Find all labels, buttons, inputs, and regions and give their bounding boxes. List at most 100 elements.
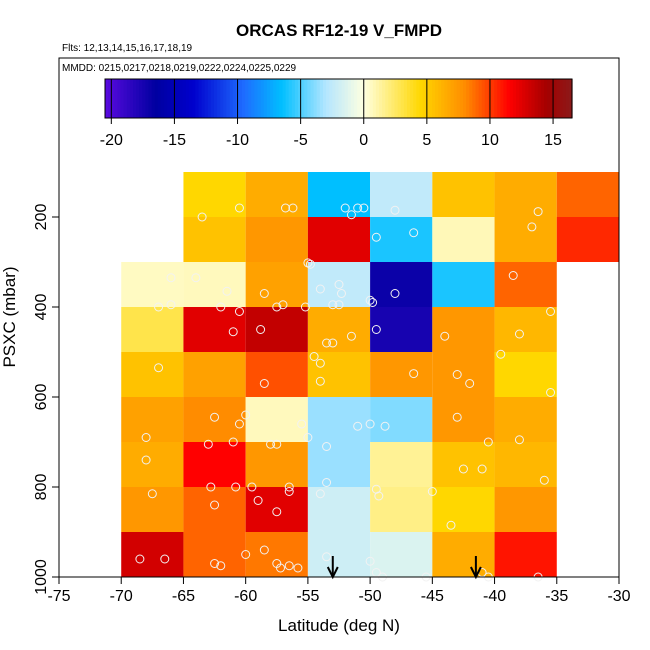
colorbar-segment	[553, 79, 558, 118]
colorbar-segment	[484, 79, 489, 118]
colorbar-segment	[463, 79, 467, 118]
colorbar-segment	[522, 79, 526, 118]
heatmap-cell	[494, 397, 557, 442]
observation-point	[234, 419, 244, 429]
colorbar-segment	[204, 79, 209, 118]
x-tick-label: -75	[47, 588, 70, 605]
colorbar-segment	[456, 79, 461, 118]
x-tick-label: -45	[421, 588, 444, 605]
observation-point	[427, 487, 437, 496]
heatmap-cell	[432, 397, 495, 442]
observation-point	[371, 484, 381, 494]
colorbar-tick-label: 5	[422, 132, 431, 149]
chart-title: ORCAS RF12-19 V_FMPD	[236, 21, 442, 40]
observation-point	[514, 329, 524, 339]
observation-point	[496, 349, 506, 359]
heatmap-cell	[245, 397, 308, 442]
colorbar-segment	[105, 79, 109, 118]
colorbar-segment	[167, 79, 171, 118]
heatmap-cell	[370, 307, 433, 352]
y-tick-label: 1000	[33, 559, 50, 595]
heatmap-cell	[245, 352, 308, 397]
observation-point	[452, 370, 462, 379]
observation-point	[247, 482, 257, 492]
heatmap-cell	[121, 487, 184, 532]
observation-point	[334, 300, 344, 310]
colorbar-segment	[394, 79, 399, 118]
colorbar-segment	[494, 79, 498, 118]
heatmap-cell	[307, 262, 371, 307]
colorbar-segment	[304, 79, 308, 118]
observation-point	[353, 203, 363, 213]
observation-point	[546, 388, 556, 397]
x-tick-label: -30	[607, 588, 630, 605]
colorbar-segment	[565, 79, 570, 118]
colorbar-segment	[453, 79, 458, 118]
colorbar-segment	[363, 79, 368, 118]
heatmap-cell	[494, 532, 557, 577]
colorbar-segment	[282, 79, 287, 118]
colorbar-segment	[322, 79, 327, 118]
colorbar-segment	[447, 79, 452, 118]
colorbar-segment	[338, 79, 343, 118]
observation-point	[409, 228, 419, 238]
observation-point	[256, 325, 266, 334]
colorbar: -20 -15 -10 -5 0 5 10 15	[100, 78, 573, 149]
observation-point	[315, 489, 325, 499]
heatmap-cell	[183, 442, 246, 487]
colorbar-tick-label: 15	[544, 132, 562, 149]
observation-point	[206, 482, 216, 492]
heatmap-cell	[370, 352, 433, 397]
colorbar-segment	[291, 79, 296, 118]
observation-point	[276, 563, 286, 573]
colorbar-segment	[142, 79, 147, 118]
colorbar-segment	[133, 79, 137, 118]
observation-point	[300, 302, 310, 312]
heatmap-cell	[183, 307, 246, 352]
observation-point	[216, 561, 226, 571]
heatmap-cell	[432, 487, 495, 532]
heatmap-cell	[183, 262, 246, 307]
observation-point	[222, 286, 232, 296]
colorbar-tick-label: 0	[359, 132, 368, 149]
heatmap-cell	[183, 217, 246, 262]
colorbar-segment	[189, 79, 193, 118]
observation-point	[390, 205, 400, 215]
observation-point	[241, 550, 251, 559]
observation-point	[380, 421, 390, 431]
dates-label: MMDD: 0215,0217,0218,0219,0222,0224,0225…	[62, 63, 297, 74]
colorbar-segment	[413, 79, 417, 118]
heatmap-cell	[245, 307, 308, 352]
observation-point	[514, 435, 524, 445]
colorbar-segment	[354, 79, 358, 118]
heatmap-cell	[370, 172, 433, 217]
observation-point	[216, 302, 226, 312]
colorbar-segment	[534, 79, 539, 118]
colorbar-segment	[129, 79, 134, 118]
colorbar-segment	[270, 79, 274, 118]
colorbar-segment	[170, 79, 175, 118]
colorbar-segment	[372, 79, 377, 118]
colorbar-segment	[478, 79, 483, 118]
colorbar-segment	[519, 79, 523, 118]
colorbar-segment	[329, 79, 333, 118]
colorbar-segment	[192, 79, 196, 118]
colorbar-segment	[503, 79, 508, 118]
colorbar-segment	[148, 79, 153, 118]
x-tick-label: -55	[296, 588, 319, 605]
colorbar-segment	[108, 79, 112, 118]
heatmap-cells	[121, 172, 619, 577]
observation-point	[166, 300, 176, 310]
colorbar-segment	[540, 79, 545, 118]
y-tick-label: 400	[33, 294, 50, 321]
colorbar-segment	[182, 79, 187, 118]
colorbar-segment	[251, 79, 256, 118]
colorbar-segment	[298, 79, 302, 118]
observation-point	[508, 271, 518, 280]
colorbar-segment	[444, 79, 449, 118]
heatmap-cell	[245, 262, 308, 307]
observation-point	[210, 500, 220, 510]
observation-point	[322, 442, 332, 451]
observation-point	[483, 437, 493, 447]
x-tick-label: -40	[483, 588, 506, 605]
